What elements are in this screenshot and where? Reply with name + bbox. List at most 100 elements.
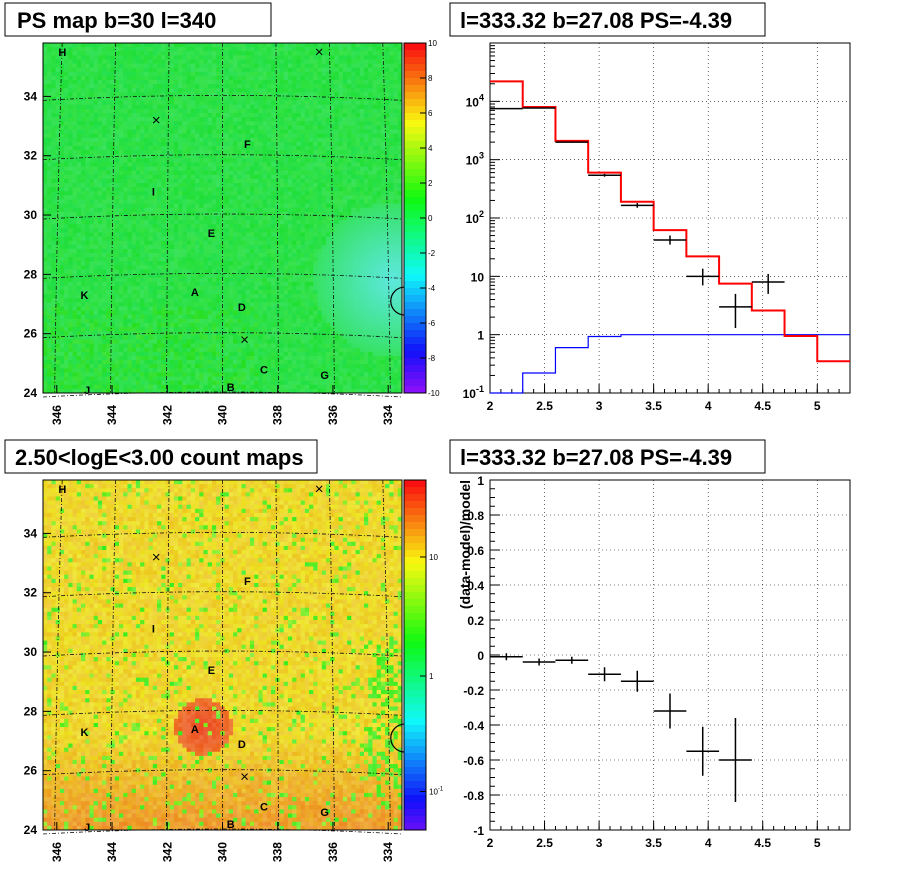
map-pixel (178, 84, 183, 89)
map-pixel (64, 170, 69, 176)
map-pixel (97, 265, 103, 270)
map-pixel (283, 290, 289, 295)
map-pixel (228, 351, 234, 357)
map-pixel (51, 372, 57, 377)
map-pixel (224, 100, 230, 106)
map-pixel (157, 327, 162, 332)
map-pixel (258, 277, 264, 283)
map-pixel (59, 133, 65, 139)
map-pixel (123, 145, 128, 151)
map-pixel (85, 232, 90, 237)
map-pixel (262, 318, 268, 324)
map-pixel (207, 343, 213, 349)
map-pixel (135, 113, 141, 118)
map-pixel (135, 318, 141, 324)
map-pixel (266, 273, 272, 279)
map-pixel (279, 96, 285, 102)
map-pixel (68, 364, 73, 369)
map-pixel (59, 273, 65, 279)
map-pixel (76, 100, 82, 106)
map-pixel (102, 351, 107, 357)
map-pixel (152, 137, 158, 143)
map-pixel (97, 294, 103, 299)
map-pixel (93, 71, 99, 77)
map-pixel (186, 372, 192, 377)
map-pixel (211, 232, 217, 237)
map-pixel (233, 63, 238, 69)
map-pixel (241, 376, 247, 382)
map-pixel (173, 306, 179, 312)
map-pixel (144, 178, 149, 184)
map-pixel (186, 368, 192, 373)
map-pixel (85, 108, 90, 114)
map-pixel (216, 195, 221, 200)
map-pixel (97, 376, 103, 382)
map-pixel (169, 368, 175, 373)
map-pixel (81, 384, 86, 390)
map-pixel (89, 162, 95, 167)
map-pixel (127, 121, 133, 126)
map-pixel (72, 347, 78, 353)
map-pixel (233, 59, 238, 64)
map-pixel (148, 240, 154, 246)
map-pixel (228, 207, 234, 213)
map-pixel (161, 273, 166, 279)
map-pixel (245, 125, 251, 130)
map-pixel (182, 380, 187, 386)
map-pixel (97, 75, 103, 81)
map-pixel (224, 104, 230, 110)
map-pixel (271, 199, 276, 204)
map-pixel (148, 158, 154, 163)
map-pixel (131, 162, 137, 167)
map-pixel (102, 376, 107, 382)
map-pixel (43, 228, 48, 233)
map-pixel (169, 257, 175, 262)
map-pixel (127, 67, 133, 73)
map-pixel (131, 269, 137, 274)
map-pixel (258, 335, 264, 340)
map-pixel (161, 261, 166, 266)
map-pixel (93, 92, 99, 97)
map-pixel (249, 113, 255, 118)
map-pixel (228, 51, 234, 56)
map-pixel (55, 302, 61, 307)
map-pixel (287, 220, 293, 225)
map-pixel (55, 113, 61, 118)
map-pixel (64, 88, 69, 93)
map-pixel (64, 145, 69, 151)
map-pixel (152, 166, 158, 172)
map-pixel (271, 67, 276, 73)
map-pixel (199, 207, 204, 213)
map-pixel (97, 51, 103, 56)
map-pixel (135, 47, 141, 52)
map-pixel (123, 335, 128, 340)
map-pixel (106, 310, 111, 316)
map-pixel (106, 261, 111, 266)
map-pixel (43, 166, 48, 172)
map-pixel (68, 335, 73, 340)
map-pixel (224, 117, 230, 122)
map-pixel (161, 59, 166, 64)
map-pixel (178, 236, 183, 242)
map-pixel (106, 84, 111, 89)
map-pixel (97, 380, 103, 386)
map-pixel (47, 75, 52, 81)
map-pixel (182, 364, 187, 369)
map-pixel (182, 351, 187, 357)
map-pixel (140, 125, 145, 130)
map-pixel (152, 244, 158, 250)
map-pixel (68, 224, 73, 229)
map-pixel (64, 191, 69, 196)
map-pixel (89, 137, 95, 143)
map-pixel (245, 71, 251, 77)
map-pixel (233, 257, 238, 262)
map-pixel (262, 306, 268, 312)
map-pixel (249, 277, 255, 283)
map-pixel (165, 96, 171, 102)
map-pixel (262, 71, 268, 77)
map-pixel (211, 125, 217, 130)
map-pixel (169, 100, 175, 106)
map-pixel (59, 75, 65, 81)
map-pixel (55, 178, 61, 184)
map-pixel (173, 384, 179, 390)
